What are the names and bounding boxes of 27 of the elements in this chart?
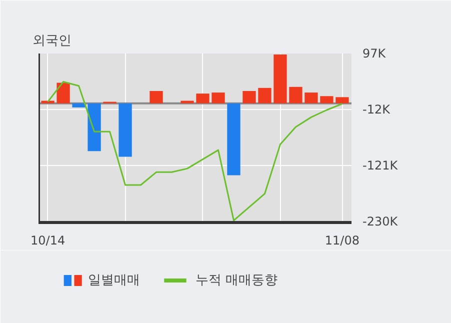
- bar: [212, 92, 225, 104]
- chart-title: 외국인: [32, 34, 72, 48]
- x-tick-label: 10/14: [30, 234, 66, 248]
- bar: [242, 91, 256, 104]
- legend-label: 일별매매: [88, 273, 140, 288]
- bar: [227, 103, 240, 176]
- line-series: [47, 81, 343, 222]
- bar: [180, 100, 194, 104]
- y-tick-label: -230K: [362, 214, 399, 228]
- bar: [41, 100, 54, 104]
- bar: [289, 86, 302, 104]
- bar: [274, 54, 287, 104]
- bar: [88, 103, 101, 152]
- y-tick-label: -12K: [362, 102, 392, 116]
- x-tick-label: 11/08: [324, 234, 360, 248]
- bar: [150, 91, 163, 104]
- y-tick-label: 97K: [362, 46, 387, 60]
- bar: [258, 88, 272, 104]
- bar: [336, 97, 349, 104]
- bar: [118, 103, 132, 157]
- bar: [320, 96, 334, 104]
- bar: [196, 94, 210, 104]
- bar: [72, 103, 86, 108]
- y-tick-label: -121K: [362, 158, 399, 172]
- bar: [56, 82, 70, 104]
- bar: [304, 92, 318, 104]
- legend-label: 누적 매매동향: [195, 273, 278, 288]
